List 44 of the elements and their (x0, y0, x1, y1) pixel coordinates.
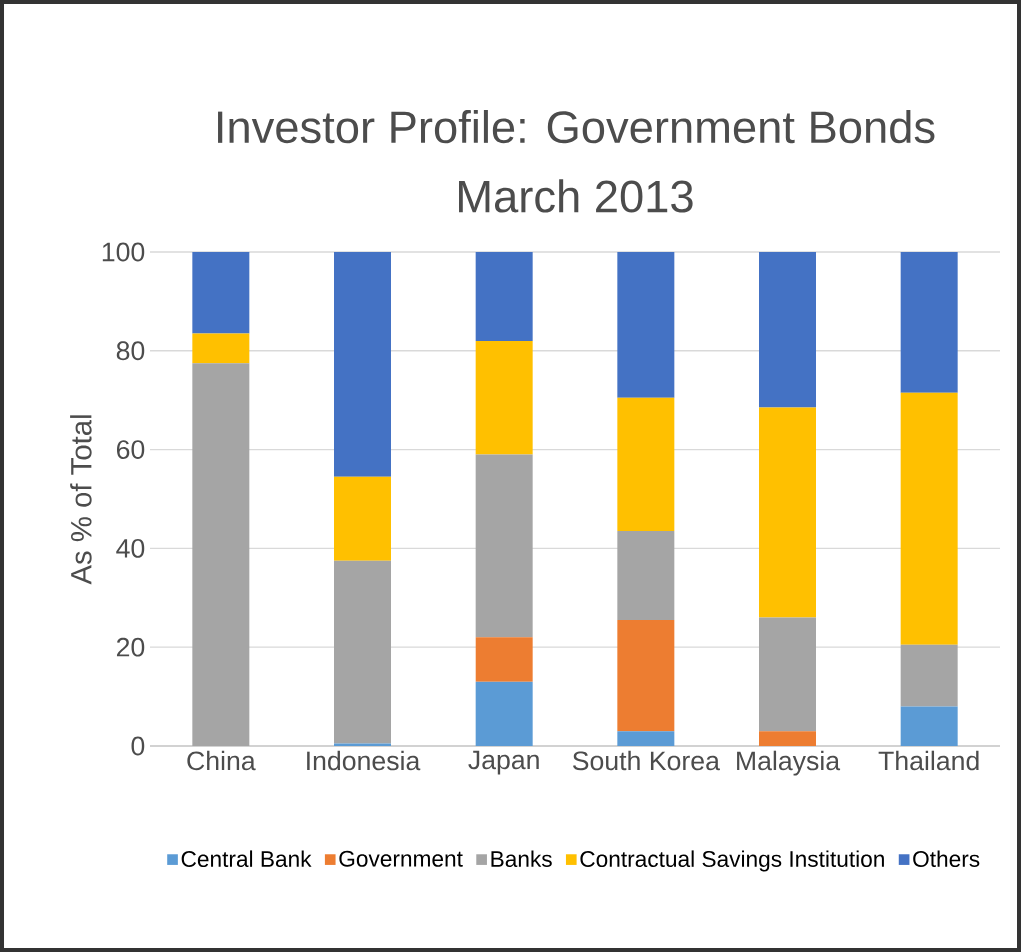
bar (475, 637, 533, 682)
y-tick-label: 60 (116, 440, 145, 460)
bar (475, 340, 533, 455)
x-tick-label: Japan (468, 750, 539, 775)
bar (475, 681, 533, 746)
x-tick-label: China (187, 750, 256, 771)
bar (192, 333, 250, 364)
bar (617, 251, 675, 398)
bar (617, 397, 675, 532)
x-tick-label: Malaysia (737, 750, 841, 776)
bar (759, 617, 816, 732)
bar (759, 731, 816, 746)
legend-label: Government (339, 850, 463, 867)
bar (192, 251, 250, 334)
y-tick-label: 0 (131, 736, 145, 756)
x-tick-label: Indonesia (307, 750, 421, 771)
chart-title: Investor Profile: Government Bonds (218, 109, 935, 144)
y-tick-label: 100 (102, 242, 145, 262)
legend-label: Banks (491, 850, 552, 868)
bar (334, 476, 391, 561)
bar (617, 531, 675, 621)
bar (759, 251, 816, 408)
bar (900, 706, 958, 746)
y-tick-label: 80 (116, 341, 145, 361)
bar (617, 731, 675, 746)
chart-subtitle: March 2013 (459, 179, 693, 213)
bar (617, 620, 675, 732)
bar (475, 454, 533, 638)
y-tick-label: 40 (116, 538, 145, 558)
bar (334, 251, 391, 477)
x-tick-label: Thailand (878, 750, 979, 771)
bar (900, 251, 958, 393)
legend-label: Contractual Savings Institution (580, 850, 884, 872)
bar (334, 560, 391, 744)
bar (759, 407, 816, 618)
y-axis-title: As % of Total (70, 415, 92, 585)
bar (192, 363, 250, 746)
y-tick-label: 20 (116, 637, 145, 657)
bar (900, 392, 958, 645)
legend-label: Central Bank (181, 850, 312, 868)
legend-label: Others (913, 850, 980, 868)
bar (900, 644, 958, 707)
x-tick-label: South Korea (572, 750, 720, 771)
bar (475, 251, 533, 341)
